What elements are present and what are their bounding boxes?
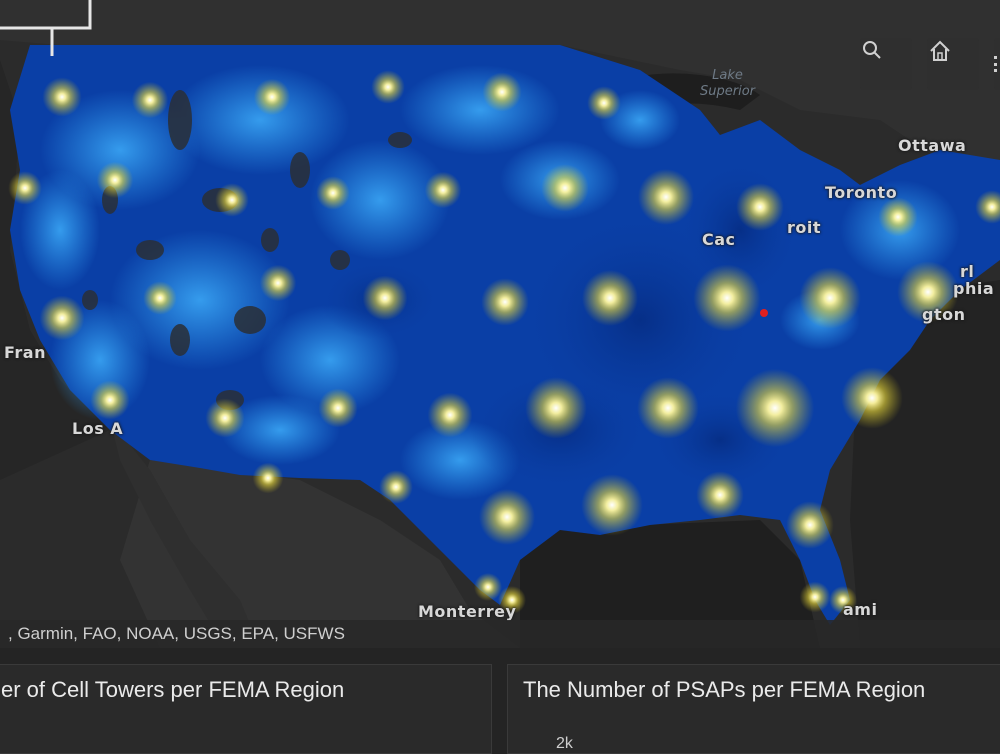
search-button[interactable]	[860, 38, 912, 90]
psap-glow-point	[587, 86, 621, 120]
psap-glow-point	[841, 367, 903, 429]
psap-glow-point	[638, 169, 694, 225]
psap-glow-point	[253, 78, 291, 116]
psap-glow-points	[8, 70, 1000, 614]
map-canvas	[0, 0, 1000, 648]
psap-glow-point	[362, 275, 408, 321]
psaps-panel-title: The Number of PSAPs per FEMA Region	[523, 677, 926, 702]
city-label-detroit: roit	[787, 218, 822, 237]
city-label-los-angeles: Los A	[72, 419, 124, 438]
psap-glow-point	[975, 190, 1000, 224]
map-attribution: , Garmin, FAO, NOAA, USGS, EPA, USFWS	[0, 620, 1000, 648]
psap-glow-point	[581, 474, 643, 536]
home-button[interactable]	[927, 38, 979, 90]
psap-glow-point	[482, 72, 522, 112]
more-button[interactable]	[994, 38, 1000, 90]
psap-glow-point	[479, 489, 535, 545]
psap-glow-point	[525, 377, 587, 439]
psap-glow-point	[474, 573, 502, 601]
psap-glow-point	[8, 171, 42, 205]
canada-landmass	[0, 0, 1000, 170]
psap-glow-point	[96, 161, 134, 199]
psap-glow-point	[316, 176, 350, 210]
city-label-monterrey: Monterrey	[418, 602, 517, 621]
psap-glow-point	[736, 183, 784, 231]
psap-glow-point	[829, 586, 857, 614]
search-icon	[863, 41, 881, 59]
psap-glow-point	[498, 586, 526, 614]
cell-towers-panel: er of Cell Towers per FEMA Region	[0, 664, 492, 754]
baja-peninsula	[110, 420, 260, 648]
city-label-new-york: rl	[960, 262, 975, 281]
city-label-toronto: Toronto	[825, 183, 898, 202]
pacific-ocean	[0, 60, 110, 480]
psap-glow-point	[897, 261, 959, 323]
psap-glow-point	[90, 380, 130, 420]
psap-glow-point	[693, 264, 761, 332]
psap-glow-point	[481, 278, 529, 326]
psap-glow-point	[424, 171, 462, 209]
psap-glow-point	[318, 388, 358, 428]
lake-superior-label: Lake Superior	[700, 68, 755, 99]
city-label-washington: gton	[922, 305, 966, 324]
psap-glow-point	[379, 470, 413, 504]
psap-glow-point	[696, 471, 744, 519]
home-icon	[930, 40, 950, 61]
psap-glow-point	[215, 183, 249, 217]
gulf-of-mexico	[520, 520, 820, 648]
city-label-miami: ami	[843, 600, 878, 619]
city-label-philadelphia: phia	[953, 279, 995, 298]
city-label-ottawa: Ottawa	[898, 136, 967, 155]
psap-glow-point	[259, 264, 297, 302]
psap-glow-point	[878, 197, 918, 237]
psap-glow-point	[799, 581, 831, 613]
map-view[interactable]: Lake Superior Ottawa Toronto roit Cac rl…	[0, 0, 1000, 648]
psap-glow-point	[205, 398, 245, 438]
city-label-chicago: Cac	[702, 230, 736, 249]
scale-bar	[0, 0, 92, 56]
psap-glow-point	[735, 368, 815, 448]
psap-glow-point	[582, 270, 638, 326]
psap-glow-point	[39, 295, 85, 341]
psap-glow-point	[427, 392, 473, 438]
psap-glow-point	[637, 377, 699, 439]
psap-glow-point	[252, 462, 284, 494]
psap-glow-point	[786, 501, 834, 549]
cell-towers-panel-title: er of Cell Towers per FEMA Region	[1, 677, 345, 702]
psap-glow-point	[371, 70, 405, 104]
psaps-panel: The Number of PSAPs per FEMA Region 2k	[507, 664, 1000, 754]
psaps-axis-tick: 2k	[556, 735, 573, 752]
psap-glow-point	[541, 164, 589, 212]
psap-glow-point	[42, 77, 82, 117]
psap-glow-point	[131, 81, 169, 119]
city-label-san-francisco: Fran	[4, 343, 46, 362]
more-icon	[994, 56, 1000, 72]
psap-glow-point	[143, 281, 177, 315]
red-marker	[760, 309, 768, 317]
psap-glow-point	[799, 267, 861, 329]
